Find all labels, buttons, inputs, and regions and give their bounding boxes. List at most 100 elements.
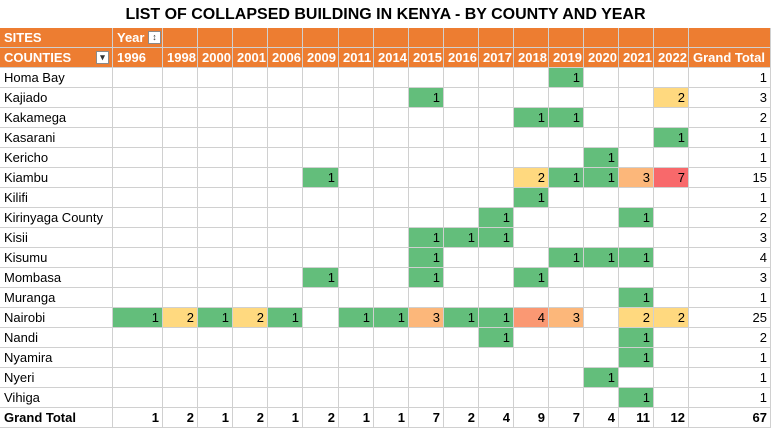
data-cell xyxy=(584,188,619,208)
data-cell xyxy=(163,268,198,288)
county-name-cell: Kisii xyxy=(0,228,113,248)
data-cell: 1 xyxy=(584,248,619,268)
data-cell xyxy=(584,108,619,128)
data-cell xyxy=(409,108,444,128)
data-cell xyxy=(549,368,584,388)
data-cell: 1 xyxy=(479,208,514,228)
table-row: Kisumu 1 1 1 1 4 xyxy=(0,248,771,268)
row-total-cell: 2 xyxy=(689,108,771,128)
data-cell xyxy=(198,108,233,128)
data-cell xyxy=(549,348,584,368)
data-cell xyxy=(549,288,584,308)
data-cell xyxy=(584,268,619,288)
data-cell xyxy=(198,148,233,168)
county-name-cell: Nairobi xyxy=(0,308,113,328)
data-cell xyxy=(268,208,303,228)
data-cell xyxy=(619,228,654,248)
data-cell xyxy=(339,268,374,288)
data-cell xyxy=(198,208,233,228)
header-blank-cell xyxy=(584,28,619,48)
data-cell xyxy=(409,388,444,408)
header-blank-cell xyxy=(689,28,771,48)
data-cell xyxy=(233,388,268,408)
data-cell: 1 xyxy=(479,228,514,248)
table-row: Kakamega 1 1 2 xyxy=(0,108,771,128)
county-name-cell: Muranga xyxy=(0,288,113,308)
header-blank-cell xyxy=(654,28,689,48)
data-cell xyxy=(233,368,268,388)
data-cell xyxy=(268,148,303,168)
data-cell xyxy=(374,148,409,168)
data-cell xyxy=(409,328,444,348)
header-blank-cell xyxy=(374,28,409,48)
data-cell xyxy=(654,268,689,288)
data-cell xyxy=(233,88,268,108)
county-name-cell: Nandi xyxy=(0,328,113,348)
data-cell xyxy=(444,348,479,368)
header-blank-cell xyxy=(409,28,444,48)
data-cell xyxy=(549,208,584,228)
data-cell xyxy=(163,168,198,188)
data-cell xyxy=(233,328,268,348)
data-cell xyxy=(233,248,268,268)
county-name-cell: Kajiado xyxy=(0,88,113,108)
year-column-header: 2015 xyxy=(409,48,444,68)
data-cell xyxy=(374,368,409,388)
data-cell: 1 xyxy=(549,108,584,128)
data-cell xyxy=(619,148,654,168)
data-cell xyxy=(303,228,339,248)
year-column-header: 2019 xyxy=(549,48,584,68)
row-total-cell: 1 xyxy=(689,348,771,368)
data-cell xyxy=(233,268,268,288)
data-cell xyxy=(409,348,444,368)
data-cell xyxy=(374,248,409,268)
data-cell: 2 xyxy=(619,308,654,328)
data-cell: 1 xyxy=(374,308,409,328)
year-column-header: 2006 xyxy=(268,48,303,68)
data-cell: 1 xyxy=(549,248,584,268)
year-column-header: 2020 xyxy=(584,48,619,68)
data-cell xyxy=(444,208,479,228)
data-cell xyxy=(268,248,303,268)
dropdown-arrow-icon[interactable]: ▾ xyxy=(96,51,109,64)
year-column-header: 2017 xyxy=(479,48,514,68)
data-cell xyxy=(268,328,303,348)
grand-total-column-header: Grand Total xyxy=(689,48,771,68)
table-row: Kericho 1 1 xyxy=(0,148,771,168)
filter-sort-icon[interactable]: ↕ xyxy=(148,31,161,44)
data-cell xyxy=(268,68,303,88)
year-column-header: 2009 xyxy=(303,48,339,68)
data-cell xyxy=(444,248,479,268)
data-cell xyxy=(444,268,479,288)
data-cell xyxy=(619,128,654,148)
county-name-cell: Kasarani xyxy=(0,128,113,148)
data-cell: 1 xyxy=(514,108,549,128)
data-cell xyxy=(514,88,549,108)
year-column-header: 2000 xyxy=(198,48,233,68)
row-total-cell: 1 xyxy=(689,368,771,388)
data-cell xyxy=(479,68,514,88)
data-cell xyxy=(444,368,479,388)
data-cell xyxy=(654,188,689,208)
data-cell xyxy=(339,68,374,88)
header-blank-cell xyxy=(198,28,233,48)
grand-total-cell: 4 xyxy=(479,408,514,428)
grand-total-cell: 2 xyxy=(233,408,268,428)
county-name-cell: Mombasa xyxy=(0,268,113,288)
data-cell xyxy=(198,348,233,368)
data-cell xyxy=(233,68,268,88)
data-cell xyxy=(654,388,689,408)
data-cell xyxy=(233,188,268,208)
data-cell xyxy=(654,248,689,268)
data-cell: 1 xyxy=(113,308,163,328)
grand-total-cell: 2 xyxy=(163,408,198,428)
data-cell: 2 xyxy=(654,308,689,328)
year-column-header: 2016 xyxy=(444,48,479,68)
data-cell xyxy=(233,168,268,188)
data-cell: 3 xyxy=(619,168,654,188)
counties-field-label[interactable]: COUNTIES xyxy=(0,48,113,68)
data-cell xyxy=(198,328,233,348)
header-blank-cell xyxy=(444,28,479,48)
data-cell xyxy=(268,108,303,128)
data-cell xyxy=(303,148,339,168)
